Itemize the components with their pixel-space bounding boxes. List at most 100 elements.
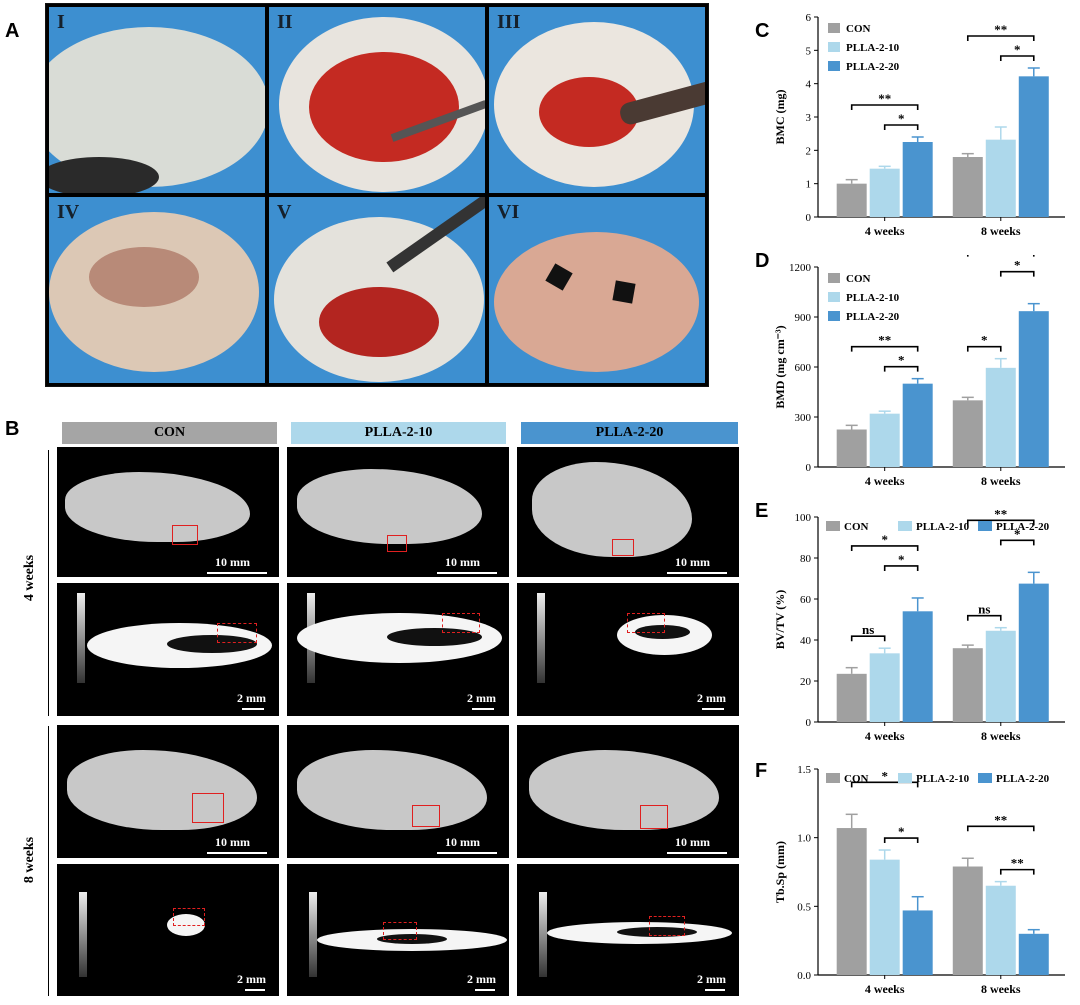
legend-label: PLLA-2-10 [916,773,970,785]
significance-bracket [966,614,1002,621]
y-tick-label: 300 [795,412,812,424]
y-tick-label: 0 [806,462,812,474]
bar [902,142,933,217]
x-tick-label: 8 weeks [981,474,1021,488]
scale-label: 2 mm [237,972,266,986]
scale-label: 2 mm [467,691,496,705]
legend-swatch [826,521,840,531]
row-label-4-weeks: 4 weeks [22,554,37,602]
y-axis-label: BMD (mg cm⁻³) [773,325,787,408]
scale-label: 2 mm [697,691,726,705]
y-axis-label: Tb.Sp (mm) [773,841,787,903]
significance-label: * [881,532,888,547]
bar [869,859,900,975]
photo-label: II [277,11,293,33]
y-tick-label: 900 [795,312,812,324]
legend-swatch [828,23,840,33]
bar [985,139,1016,217]
significance-bracket [999,55,1035,61]
legend-label: PLLA-2-20 [996,521,1050,533]
bar [902,383,933,467]
significance-label: * [898,552,905,567]
y-tick-label: 6 [806,12,812,24]
panel-letter-d: D [755,250,770,272]
significance-bracket [999,868,1035,875]
photo-label: V [277,201,292,223]
y-tick-label: 4 [806,79,812,91]
legend-label: CON [844,773,869,785]
chart-f-tbsp: 0.00.51.01.5Tb.Sp (mm)4 weeks 8 weeks****… [773,764,1065,996]
panel-letter-a: A [5,20,20,42]
significance-bracket [966,35,1035,41]
photo-label: III [497,11,521,33]
scale-label: 10 mm [445,835,480,849]
y-tick-label: 3 [806,112,812,124]
significance-label: * [981,333,988,348]
y-tick-label: 600 [795,362,812,374]
significance-bracket [850,781,919,788]
legend-swatch [898,773,912,783]
ct-3d-plla10-8w: 10 mm [287,725,509,858]
scale-label: 10 mm [675,835,710,849]
x-tick-label: 8 weeks [981,224,1021,238]
significance-bracket [966,519,1035,526]
bar [985,885,1016,975]
ct-2d-plla10-4w: 2 mm [287,583,509,716]
chart-d-bmd: 0 300 600 900 1200 BMD (mg cm⁻³) 4 weeks 8 week… [773,255,1065,488]
significance-bracket [850,345,919,352]
significance-label: * [898,353,905,368]
ct-2d-con-4w: 2 mm [57,583,279,716]
panel-letter-f: F [755,760,768,782]
bar [869,168,900,217]
y-tick-label: 1200 [789,262,812,274]
bar [1018,76,1049,217]
photo-2: II [269,7,485,193]
legend-label: PLLA-2-20 [846,61,900,73]
significance-bracket [999,539,1035,546]
x-tick-label: 4 weeks [865,982,905,996]
ct-3d-plla20-4w: 10 mm [517,447,739,577]
significance-label: * [1014,42,1021,57]
y-tick-label: 1.0 [797,833,811,845]
legend-swatch [978,521,992,531]
bar [952,400,983,467]
bar [902,611,933,722]
bar [869,413,900,467]
legend-label: CON [846,273,871,285]
y-tick-label: 0 [806,717,812,729]
significance-label: * [898,824,905,839]
significance-bracket [966,825,1035,832]
significance-label: * [1014,258,1021,273]
y-tick-label: 0 [806,212,812,224]
significance-bracket [966,345,1002,352]
y-tick-label: 5 [806,45,812,57]
bar [1018,933,1049,975]
ct-3d-con-4w: 10 mm [57,447,279,577]
significance-label: * [898,111,905,126]
legend-label: PLLA-2-10 [846,292,900,304]
x-tick-label: 4 weeks [865,474,905,488]
group-header-plla-2-10: PLLA-2-10 [291,422,506,444]
scale-label: 2 mm [237,691,266,705]
significance-label: ns [978,602,990,617]
photo-6: VI [489,197,705,383]
legend-label: PLLA-2-20 [846,311,900,323]
legend-swatch [828,273,840,283]
significance-bracket [999,270,1035,277]
significance-label: ** [1011,856,1024,871]
significance-label: ** [878,91,891,106]
significance-bracket [883,365,919,372]
photo-3: III [489,7,705,193]
legend-label: PLLA-2-10 [846,42,900,54]
legend-label: CON [846,23,871,35]
ct-3d-con-8w: 10 mm [57,725,279,858]
ct-2d-plla20-8w: 2 mm [517,864,739,996]
legend-label: PLLA-2-20 [996,773,1050,785]
significance-label: ** [994,812,1007,827]
scale-label: 10 mm [215,835,250,849]
photo-label: IV [57,201,80,223]
scale-label: 10 mm [675,555,710,569]
significance-label: ** [878,333,891,348]
scale-label: 2 mm [697,972,726,986]
